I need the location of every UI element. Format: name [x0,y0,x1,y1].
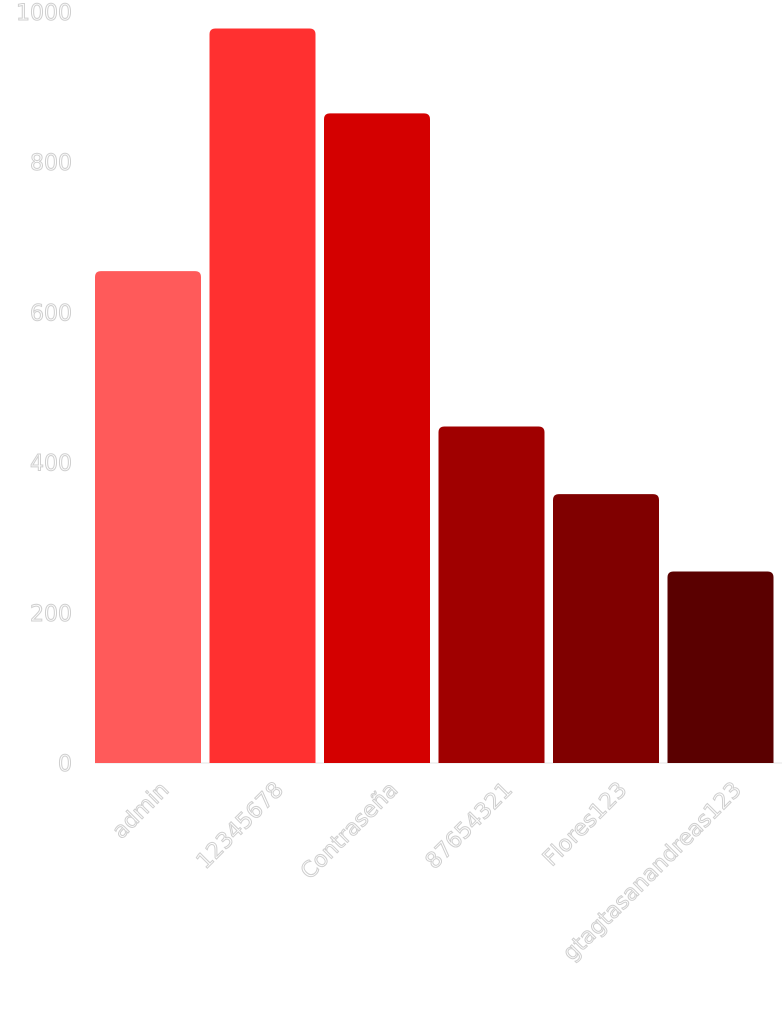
x-tick-label: 12345678 [192,778,289,875]
y-tick-label: 600 [30,301,72,326]
bar-gtagtasanandreas123 [667,571,774,763]
bar-87654321 [438,426,545,763]
bars [95,28,774,764]
y-tick-label: 200 [30,602,72,627]
bar-admin [95,271,201,763]
y-axis: 0 200 400 600 800 1000 [16,1,73,778]
bar-12345678 [209,28,316,764]
y-tick-label: 1000 [16,1,72,26]
x-tick-label: Flores123 [538,778,632,872]
y-tick-label: 800 [30,151,72,176]
bar-contrase-a [324,113,430,763]
y-tick-label: 0 [58,752,72,777]
x-axis: admin 12345678 Contraseña 87654321 Flores123… [107,777,747,966]
x-tick-label: admin [108,778,174,844]
x-tick-label: 87654321 [421,778,518,875]
x-tick-label: Contraseña [296,778,403,885]
bar-flores123 [553,494,659,763]
y-tick-label: 400 [30,452,72,477]
